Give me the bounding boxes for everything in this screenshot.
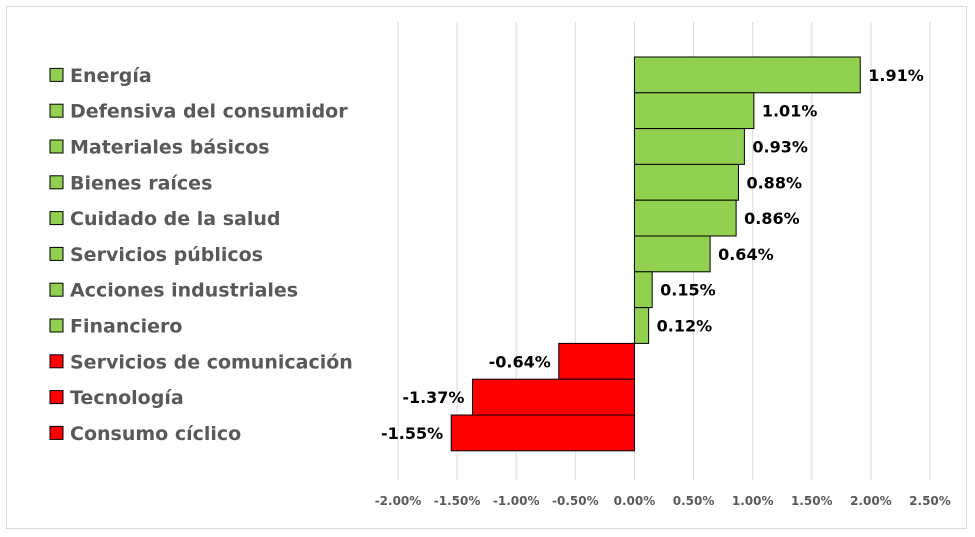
legend-item-bienes-raices: Bienes raíces <box>49 172 212 194</box>
legend-label: Cuidado de la salud <box>70 208 281 230</box>
legend-item-financiero: Financiero <box>49 316 182 338</box>
data-labels: 1.91% 1.01% 0.93% 0.88% 0.86% 0.64%0.15% 0.12%… <box>381 66 924 443</box>
bar-materiales-basicos <box>633 128 745 165</box>
legend-label: Materiales básicos <box>70 137 270 159</box>
legend-label: Bienes raíces <box>70 172 212 194</box>
data-label-energia: 1.91% <box>868 66 924 85</box>
data-label-acciones-industriales: 0.15% <box>660 281 716 300</box>
data-label-tecnologia: -1.37% <box>402 388 464 407</box>
bar-defensiva-del-consumidor <box>633 92 755 130</box>
x-tick-label: -1.00% <box>493 494 540 508</box>
legend: Energía Defensiva del consumidor Materiale… <box>49 65 353 445</box>
bar-servicios-de-comunicacion <box>558 342 635 380</box>
data-label-defensiva-del-consumidor: 1.01% <box>762 102 818 121</box>
legend-item-energia: Energía <box>49 65 152 87</box>
legend-item-materiales-basicos: Materiales básicos <box>49 137 270 159</box>
gridlines <box>397 22 931 480</box>
legend-item-defensiva-del-consumidor: Defensiva del consumidor <box>49 101 348 123</box>
bar-energia <box>633 56 861 94</box>
data-label-materiales-basicos: 0.93% <box>752 138 808 157</box>
legend-swatch <box>49 175 64 190</box>
x-tick-label: 0.00% <box>614 494 656 508</box>
legend-label: Tecnología <box>70 387 184 409</box>
data-label-bienes-raices: 0.88% <box>746 173 802 192</box>
x-tick-label: 1.50% <box>791 494 833 508</box>
x-axis-tick-labels: -2.00% -1.50% -1.00% -0.50% 0.00% 0.50% 1.00% 1… <box>375 494 951 508</box>
bar-financiero <box>633 307 650 344</box>
legend-swatch <box>49 318 64 333</box>
data-label-servicios-publicos: 0.64% <box>718 245 774 264</box>
bar-servicios-publicos <box>633 235 711 273</box>
legend-swatch <box>49 67 64 82</box>
x-tick-label: 2.50% <box>909 494 951 508</box>
data-label-financiero: 0.12% <box>657 317 713 336</box>
data-label-cuidado-de-la-salud: 0.86% <box>744 209 800 228</box>
legend-swatch <box>49 390 64 405</box>
legend-label: Financiero <box>70 316 182 338</box>
legend-item-servicios-publicos: Servicios públicos <box>49 244 263 266</box>
legend-swatch <box>49 282 64 297</box>
x-tick-label: -1.50% <box>434 494 481 508</box>
legend-label: Energía <box>70 65 152 87</box>
legend-swatch <box>49 211 64 226</box>
legend-label: Servicios de comunicación <box>70 351 353 373</box>
bar-consumo-ciclico <box>450 414 635 452</box>
legend-label: Acciones industriales <box>70 280 298 302</box>
x-tick-label: 2.00% <box>850 494 892 508</box>
legend-swatch <box>49 246 64 261</box>
x-tick-label: 1.00% <box>732 494 774 508</box>
bar-tecnologia <box>471 378 635 416</box>
legend-item-consumo-ciclico: Consumo cíclico <box>49 423 241 445</box>
data-label-servicios-de-comunicacion: -0.64% <box>489 352 551 371</box>
x-tick-label: -0.50% <box>552 494 599 508</box>
legend-item-tecnologia: Tecnología <box>49 387 184 409</box>
bar-acciones-industriales <box>633 271 653 309</box>
legend-label: Defensiva del consumidor <box>70 101 348 123</box>
x-tick-label: 0.50% <box>673 494 715 508</box>
legend-item-servicios-de-comunicacion: Servicios de comunicación <box>49 351 353 373</box>
bar-bienes-raices <box>633 163 739 201</box>
legend-swatch <box>49 103 64 118</box>
x-tick-label: -2.00% <box>375 494 422 508</box>
bars <box>450 56 861 452</box>
legend-swatch <box>49 354 64 369</box>
legend-swatch <box>49 425 64 440</box>
legend-label: Servicios públicos <box>70 244 263 266</box>
legend-swatch <box>49 139 64 154</box>
legend-label: Consumo cíclico <box>70 423 241 445</box>
legend-item-acciones-industriales: Acciones industriales <box>49 280 298 302</box>
data-label-consumo-ciclico: -1.55% <box>381 424 443 443</box>
bar-cuidado-de-la-salud <box>633 199 737 237</box>
legend-item-cuidado-de-la-salud: Cuidado de la salud <box>49 208 281 230</box>
